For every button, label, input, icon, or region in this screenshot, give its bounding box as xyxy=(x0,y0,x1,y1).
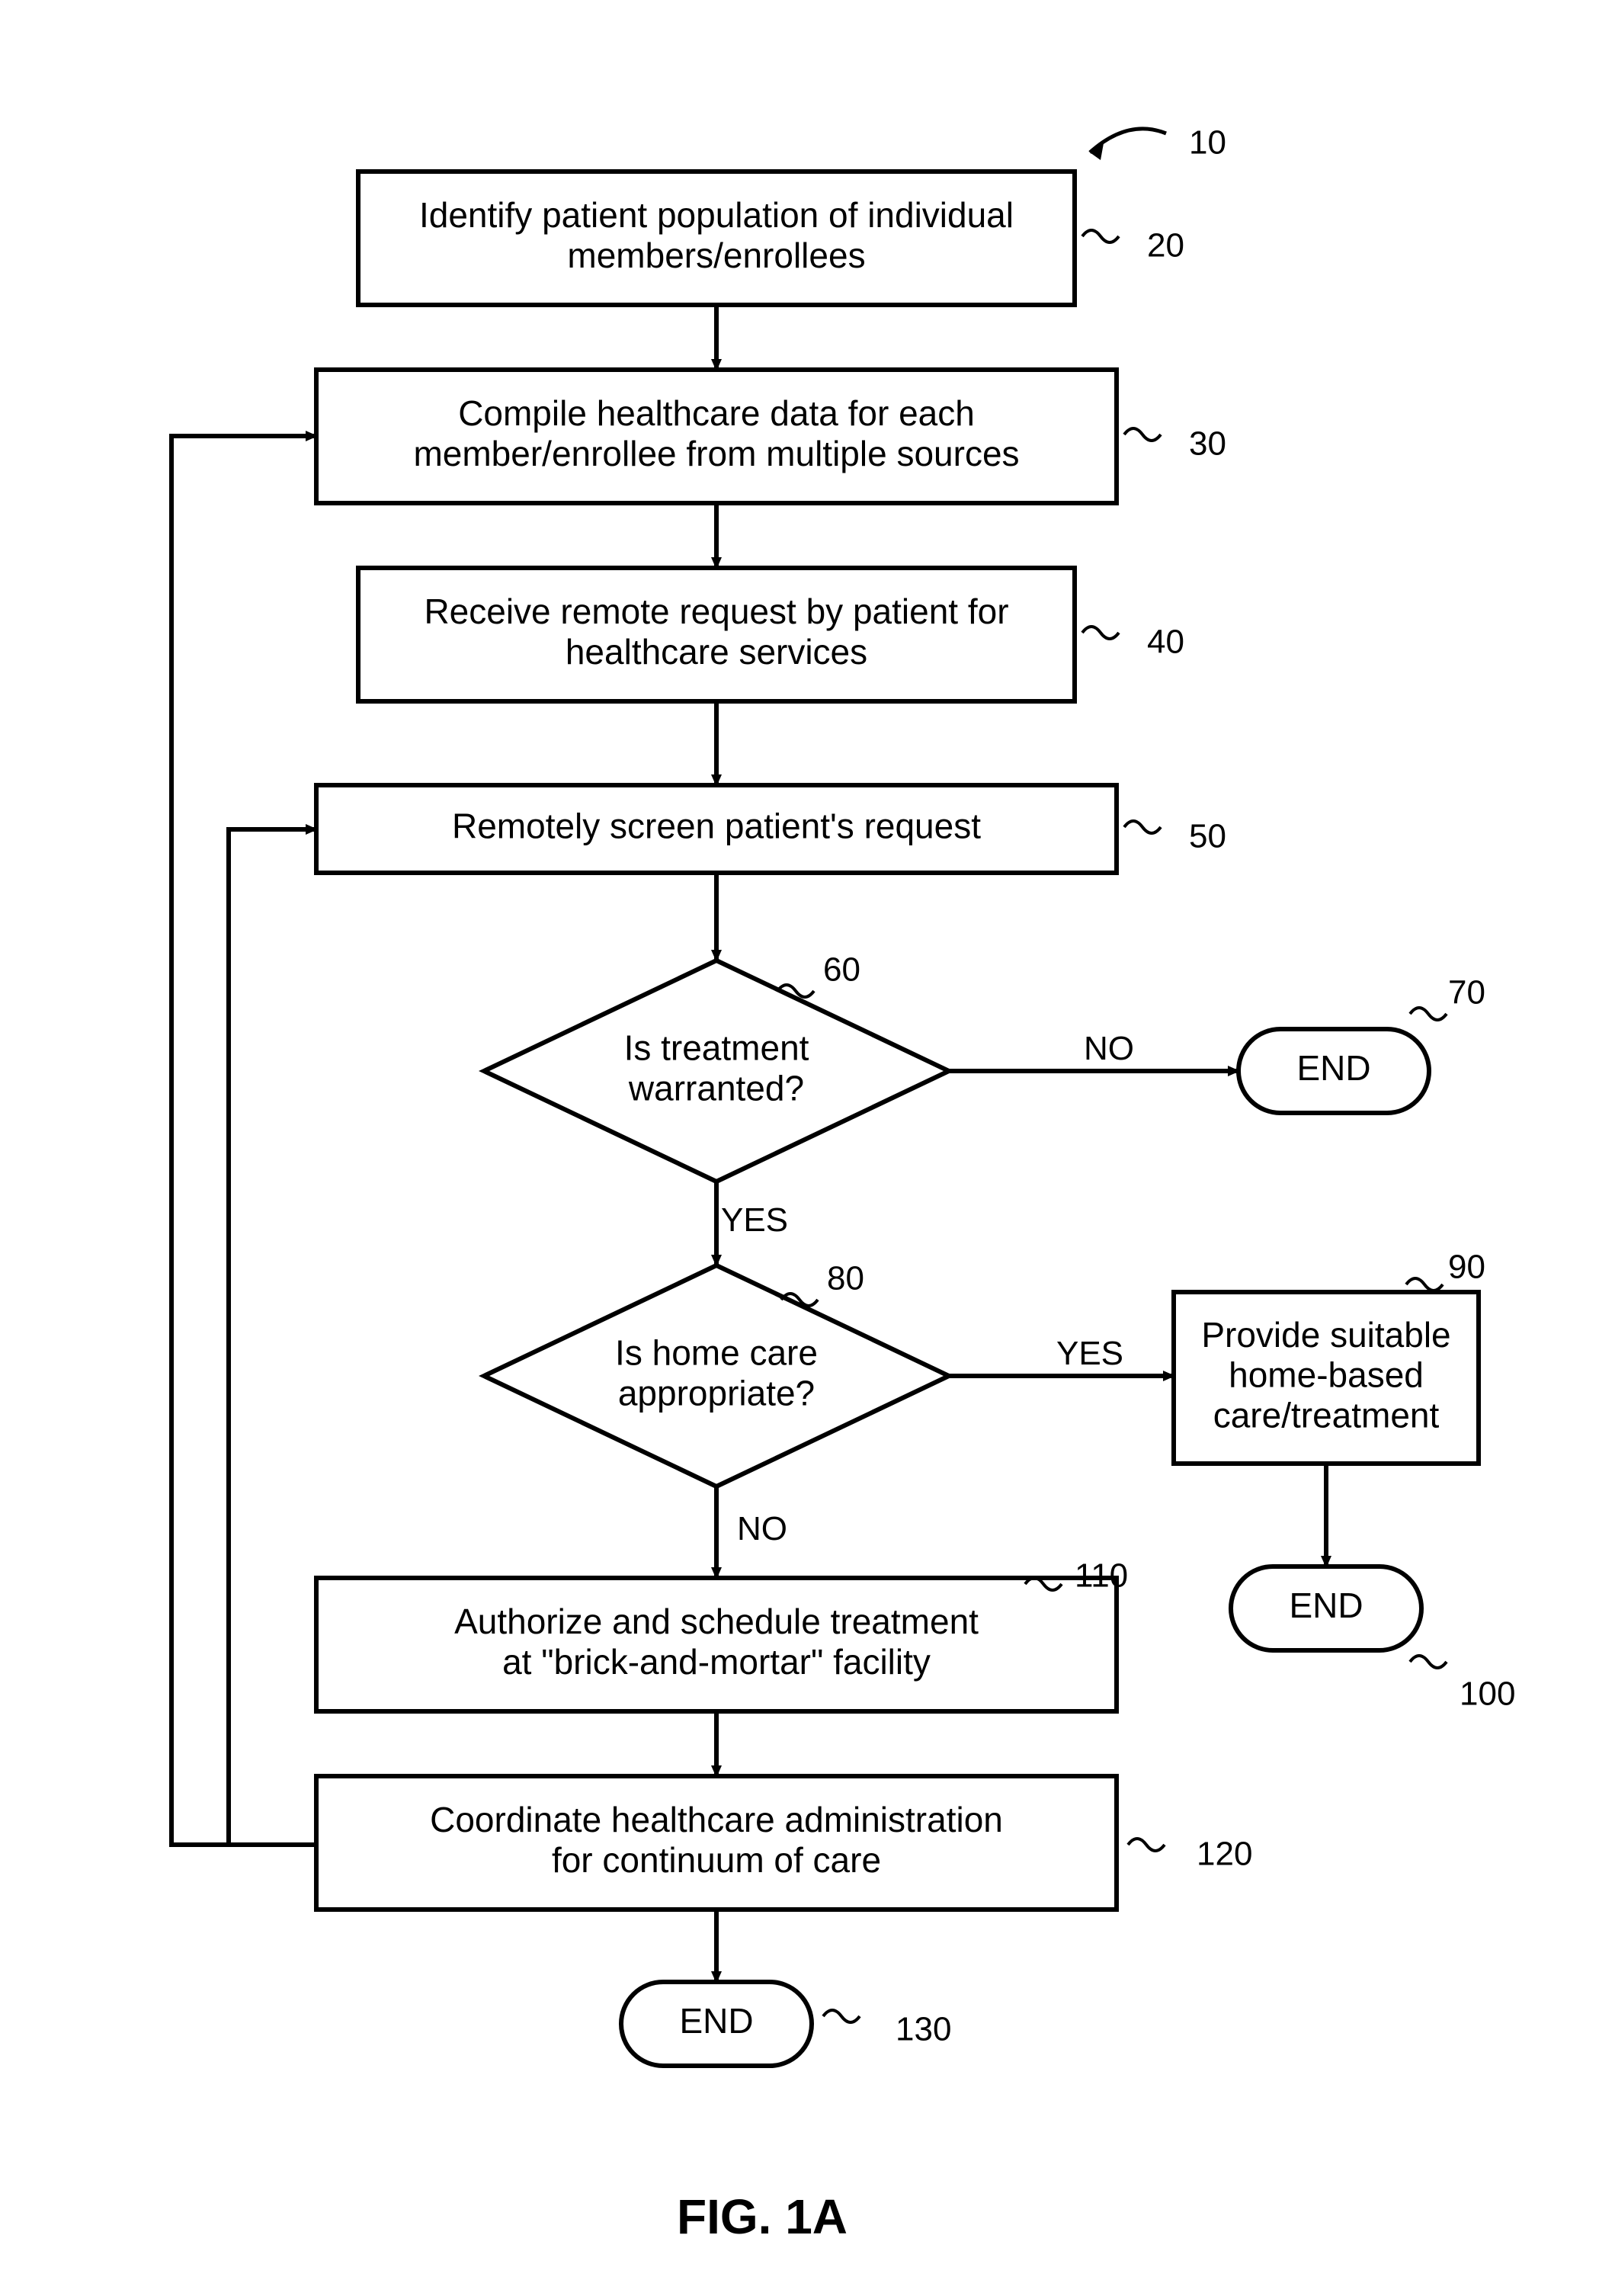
ref-squiggle xyxy=(1082,230,1119,242)
process-box-text: care/treatment xyxy=(1213,1396,1440,1435)
process-box-text: Coordinate healthcare administration xyxy=(430,1800,1003,1839)
ref-numeral: 40 xyxy=(1147,624,1184,661)
ref-numeral: 80 xyxy=(827,1260,864,1297)
ref-squiggle xyxy=(1406,1278,1443,1291)
decision-text: Is home care xyxy=(615,1333,818,1373)
branch-label: YES xyxy=(721,1201,788,1239)
ref-numeral: 30 xyxy=(1189,425,1226,463)
flow-arrow xyxy=(171,436,316,1845)
figure-title: FIG. 1A xyxy=(677,2189,848,2244)
decision-text: Is treatment xyxy=(624,1028,809,1068)
process-box-text: members/enrollees xyxy=(567,236,865,275)
ref-numeral: 130 xyxy=(896,2011,951,2048)
ref-squiggle xyxy=(1128,1839,1165,1851)
ref-numeral: 90 xyxy=(1448,1249,1485,1286)
ref-squiggle xyxy=(1124,428,1161,441)
flow-arrow xyxy=(229,829,316,1845)
process-box-text: member/enrollee from multiple sources xyxy=(413,434,1019,473)
decision-text: warranted? xyxy=(628,1069,804,1108)
process-box-text: Receive remote request by patient for xyxy=(424,592,1008,631)
terminator-text: END xyxy=(679,2001,753,2041)
flowchart-figure: Identify patient population of individua… xyxy=(0,0,1615,2296)
decision-text: appropriate? xyxy=(618,1374,815,1413)
ref-numeral: 70 xyxy=(1448,974,1485,1012)
ref-squiggle xyxy=(1410,1656,1447,1668)
process-box-text: Remotely screen patient's request xyxy=(452,806,981,846)
ref-numeral: 20 xyxy=(1147,227,1184,265)
ref-squiggle xyxy=(1082,627,1119,639)
process-box-text: Provide suitable xyxy=(1201,1315,1450,1355)
ref-numeral: 100 xyxy=(1460,1676,1515,1713)
ref-numeral: 120 xyxy=(1197,1836,1252,1873)
branch-label: YES xyxy=(1056,1335,1123,1372)
ref-squiggle xyxy=(1410,1008,1447,1020)
overall-ref-numeral: 10 xyxy=(1189,124,1226,162)
branch-label: NO xyxy=(737,1510,787,1547)
process-box-text: home-based xyxy=(1229,1355,1424,1395)
ref-squiggle xyxy=(1124,821,1161,833)
terminator-text: END xyxy=(1296,1048,1370,1088)
branch-label: NO xyxy=(1084,1030,1134,1067)
ref-squiggle xyxy=(823,2010,860,2022)
terminator-text: END xyxy=(1289,1586,1363,1625)
process-box-text: Authorize and schedule treatment xyxy=(454,1602,979,1641)
process-box-text: for continuum of care xyxy=(552,1840,881,1880)
process-box-text: Compile healthcare data for each xyxy=(458,393,975,433)
process-box-text: Identify patient population of individua… xyxy=(419,195,1014,235)
ref-numeral: 110 xyxy=(1075,1557,1128,1595)
ref-numeral: 50 xyxy=(1189,818,1226,855)
ref-numeral: 60 xyxy=(823,951,860,989)
process-box-text: healthcare services xyxy=(566,632,867,672)
process-box-text: at "brick-and-mortar" facility xyxy=(502,1642,931,1682)
